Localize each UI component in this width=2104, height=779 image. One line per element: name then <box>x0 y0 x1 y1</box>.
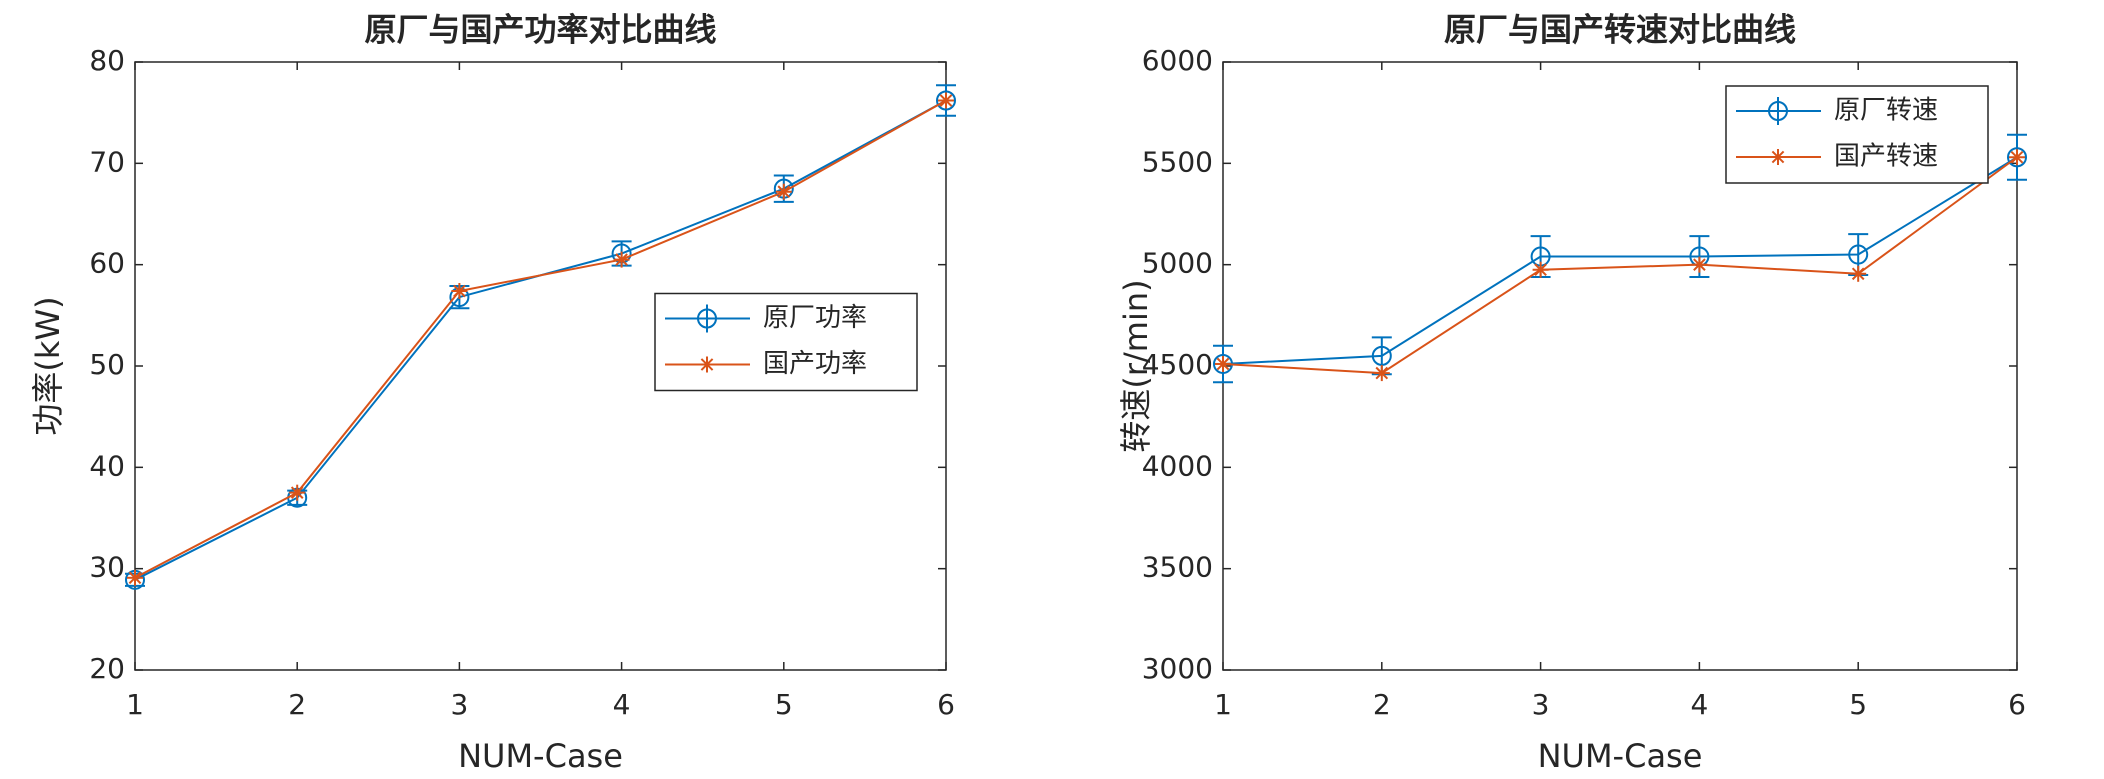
x-tick-label: 1 <box>126 688 144 721</box>
marker <box>1848 244 1869 265</box>
marker <box>1215 355 1231 372</box>
marker <box>936 90 956 111</box>
marker <box>1691 256 1708 273</box>
marker-stroke <box>700 358 714 371</box>
y-tick-label: 3500 <box>1142 551 1213 584</box>
chart: 3000 3500 4000 4500 5000 5500 6000 1 2 3 4 5 6 原厂与国产转… <box>1117 11 2027 775</box>
x-axis-label: NUM-Case <box>458 737 623 775</box>
x-tick-label: 6 <box>937 688 955 721</box>
marker-stroke <box>1851 267 1865 281</box>
y-tick-label: 70 <box>89 145 125 178</box>
x-tick-label: 2 <box>288 688 306 721</box>
marker-stroke <box>2010 150 2024 164</box>
marker <box>1373 365 1390 382</box>
y-tick-label: 30 <box>89 551 125 584</box>
y-tick-label: 80 <box>89 44 125 77</box>
x-tick-label: 3 <box>450 688 468 721</box>
x-tick-label: 2 <box>1373 688 1391 721</box>
marker <box>613 251 630 268</box>
x-tick-label: 3 <box>1532 688 1550 721</box>
marker <box>289 484 306 501</box>
chart: 20 30 40 50 60 70 80 1 2 3 4 5 6 原厂与国产功率对比曲线 NUM-Case 功… <box>29 11 956 775</box>
y-tick-label: 5000 <box>1142 247 1213 280</box>
series-line <box>1222 156 2018 365</box>
y-tick-label: 4500 <box>1142 348 1213 381</box>
series-line <box>1222 156 2018 375</box>
x-tick-label: 6 <box>2008 688 2026 721</box>
marker <box>775 183 792 200</box>
marker-stroke <box>128 571 142 585</box>
x-axis-label: NUM-Case <box>1538 737 1703 775</box>
legend-label: 原厂转速 <box>1834 96 1938 126</box>
legend-label: 原厂功率 <box>763 303 867 333</box>
chart-title: 原厂与国产功率对比曲线 <box>364 11 716 49</box>
marker-stroke <box>777 185 791 199</box>
marker-stroke <box>1693 258 1706 271</box>
y-tick-label: 3000 <box>1142 652 1213 685</box>
marker-stroke <box>1216 357 1230 371</box>
x-tick-label: 1 <box>1214 688 1232 721</box>
marker <box>127 569 143 586</box>
marker <box>1850 265 1867 282</box>
y-tick-label: 6000 <box>1142 44 1213 77</box>
y-tick-label: 5500 <box>1142 145 1213 178</box>
x-tick-label: 5 <box>1849 688 1867 721</box>
x-tick-label: 4 <box>1690 688 1708 721</box>
legend-label: 国产转速 <box>1834 142 1938 172</box>
y-tick-label: 4000 <box>1142 449 1213 482</box>
marker <box>1371 345 1392 366</box>
marker-stroke <box>453 284 466 298</box>
y-tick-label: 20 <box>89 652 125 685</box>
chart-title: 原厂与国产转速对比曲线 <box>1444 11 1796 49</box>
marker-stroke <box>939 94 953 107</box>
y-axis-label: 转速(r/min) <box>1117 279 1155 452</box>
marker-stroke <box>1375 366 1389 380</box>
y-tick-label: 50 <box>89 348 125 381</box>
marker <box>938 92 954 109</box>
series-line <box>134 99 947 579</box>
marker <box>1532 261 1549 278</box>
y-axis-label: 功率(kW) <box>29 296 67 435</box>
x-tick-label: 5 <box>775 688 793 721</box>
marker-stroke <box>290 486 304 499</box>
marker-stroke <box>1771 150 1785 164</box>
marker-stroke <box>615 253 628 266</box>
x-tick-label: 4 <box>613 688 631 721</box>
marker <box>451 283 468 300</box>
marker <box>2007 147 2027 168</box>
marker-stroke <box>1534 263 1547 277</box>
legend-box <box>654 292 918 392</box>
legend-label: 国产功率 <box>763 349 867 379</box>
marker <box>2009 149 2025 166</box>
y-tick-label: 60 <box>89 247 125 280</box>
legend-box <box>1725 85 1989 184</box>
y-tick-label: 40 <box>89 449 125 482</box>
